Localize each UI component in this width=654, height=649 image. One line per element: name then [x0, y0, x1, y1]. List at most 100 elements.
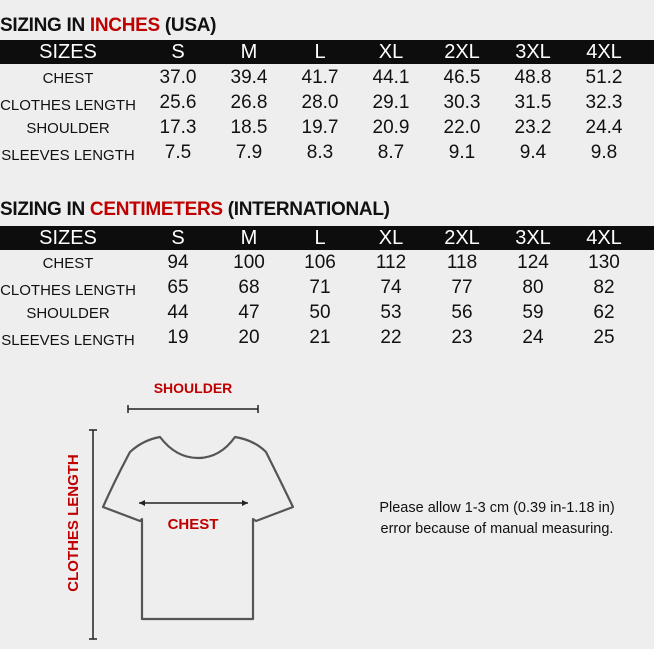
header-size-3xl: 3XL	[515, 227, 551, 249]
table-title: SIZING IN INCHES (USA)	[0, 15, 216, 37]
clothes-length-label: CLOTHES LENGTH	[65, 454, 82, 592]
row-label: CLOTHES LENGTH	[0, 97, 136, 114]
title-highlight: CENTIMETERS	[89, 199, 223, 220]
header-size-s: S	[171, 41, 185, 63]
chest-label: CHEST	[168, 516, 219, 533]
note-line-1: Please allow 1-3 cm (0.39 in-1.18 in)	[379, 500, 615, 516]
header-size-2xl: 2XL	[444, 227, 480, 249]
size-value: 65	[167, 277, 189, 298]
title-prefix: SIZING IN	[0, 15, 90, 36]
header-size-m: M	[240, 41, 258, 63]
size-value: 51.2	[585, 67, 623, 88]
row-label: SLEEVES LENGTH	[1, 147, 135, 164]
size-value: 112	[375, 252, 407, 273]
size-value: 32.3	[585, 92, 623, 113]
size-value: 19.7	[301, 117, 339, 138]
size-value: 118	[446, 252, 478, 273]
size-value: 7.9	[235, 142, 263, 163]
header-size-xl: XL	[378, 227, 404, 249]
title-suffix: (USA)	[159, 15, 217, 36]
size-value: 80	[522, 277, 544, 298]
size-value: 23	[451, 327, 473, 348]
size-value: 44	[167, 302, 189, 323]
size-value: 124	[517, 252, 549, 273]
measurement-note: Please allow 1-3 cm (0.39 in-1.18 in) er…	[340, 498, 654, 540]
size-value: 59	[522, 302, 544, 323]
size-value: 47	[238, 302, 260, 323]
size-value: 24.4	[585, 117, 623, 138]
table-row: SLEEVES LENGTH 19 20 21 22 23 24 25	[0, 326, 654, 351]
size-value: 20.9	[372, 117, 410, 138]
header-size-l: L	[314, 41, 326, 63]
row-label: CHEST	[42, 70, 94, 87]
size-value: 8.7	[377, 142, 405, 163]
size-value: 21	[309, 327, 331, 348]
header-row: SIZES S M L XL 2XL 3XL 4XL	[0, 40, 654, 64]
size-value: 22	[380, 327, 402, 348]
size-value: 130	[588, 252, 620, 273]
table-row: SHOULDER 17.3 18.5 19.7 20.9 22.0 23.2 24.4	[0, 116, 654, 141]
header-sizes-label: SIZES	[39, 227, 97, 249]
size-value: 31.5	[514, 92, 552, 113]
table-row: CLOTHES LENGTH 65 68 71 74 77 80 82	[0, 276, 654, 301]
size-value: 68	[238, 277, 260, 298]
note-line-2: error because of manual measuring.	[380, 521, 614, 537]
size-value: 30.3	[443, 92, 481, 113]
row-label: SHOULDER	[26, 120, 110, 137]
size-value: 9.1	[448, 142, 476, 163]
size-value: 20	[238, 327, 260, 348]
size-value: 46.5	[443, 67, 481, 88]
size-value: 100	[233, 252, 265, 273]
table-row: SHOULDER 44 47 50 53 56 59 62	[0, 301, 654, 326]
table-row: CHEST 37.0 39.4 41.7 44.1 46.5 48.8 51.2	[0, 66, 654, 91]
size-value: 7.5	[164, 142, 192, 163]
size-value: 71	[309, 277, 331, 298]
header-size-3xl: 3XL	[515, 41, 551, 63]
size-value: 23.2	[514, 117, 552, 138]
size-value: 37.0	[159, 67, 197, 88]
title-suffix: (INTERNATIONAL)	[222, 199, 390, 220]
size-value: 25	[593, 327, 615, 348]
size-value: 50	[309, 302, 331, 323]
size-value: 17.3	[159, 117, 197, 138]
size-value: 82	[593, 277, 615, 298]
size-value: 19	[167, 327, 189, 348]
header-sizes-label: SIZES	[39, 41, 97, 63]
header-size-m: M	[240, 227, 258, 249]
row-label: SHOULDER	[26, 305, 110, 322]
size-value: 53	[380, 302, 402, 323]
size-value: 9.4	[519, 142, 547, 163]
table-row: CHEST 94 100 106 112 118 124 130	[0, 251, 654, 276]
header-row: SIZES S M L XL 2XL 3XL 4XL	[0, 226, 654, 250]
header-size-4xl: 4XL	[586, 227, 622, 249]
size-value: 22.0	[443, 117, 481, 138]
header-size-s: S	[171, 227, 185, 249]
table-row: CLOTHES LENGTH 25.6 26.8 28.0 29.1 30.3 31.5 32…	[0, 91, 654, 116]
shoulder-label: SHOULDER	[154, 380, 233, 396]
size-value: 94	[167, 252, 189, 273]
title-prefix: SIZING IN	[0, 199, 90, 220]
size-value: 77	[451, 277, 473, 298]
size-value: 29.1	[372, 92, 410, 113]
size-value: 74	[380, 277, 402, 298]
size-value: 18.5	[230, 117, 268, 138]
header-size-xl: XL	[378, 41, 404, 63]
row-label: SLEEVES LENGTH	[1, 332, 135, 349]
row-label: CLOTHES LENGTH	[0, 282, 136, 299]
size-value: 25.6	[159, 92, 197, 113]
size-value: 62	[593, 302, 615, 323]
size-value: 9.8	[590, 142, 618, 163]
size-value: 24	[522, 327, 544, 348]
header-size-4xl: 4XL	[586, 41, 622, 63]
table-row: SLEEVES LENGTH 7.5 7.9 8.3 8.7 9.1 9.4 9.8	[0, 141, 654, 166]
size-value: 56	[451, 302, 473, 323]
size-value: 41.7	[301, 67, 339, 88]
size-value: 8.3	[306, 142, 334, 163]
size-value: 39.4	[230, 67, 268, 88]
size-value: 28.0	[301, 92, 339, 113]
size-value: 26.8	[230, 92, 268, 113]
title-highlight: INCHES	[89, 15, 160, 36]
header-size-2xl: 2XL	[444, 41, 480, 63]
size-value: 44.1	[372, 67, 410, 88]
